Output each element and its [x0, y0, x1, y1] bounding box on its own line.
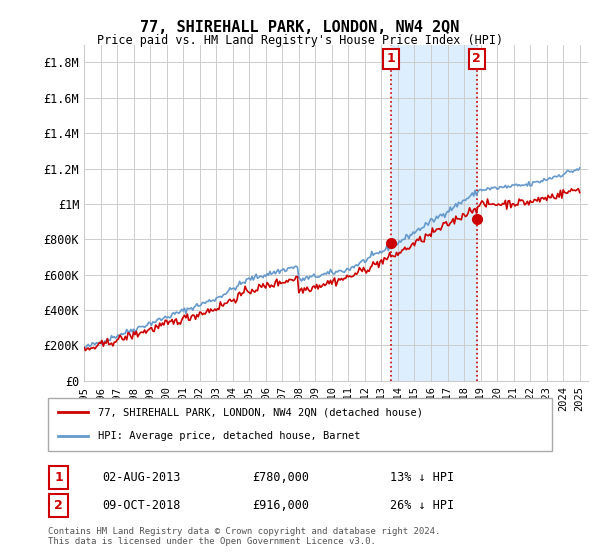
Text: 1: 1 — [386, 53, 395, 66]
Text: 2: 2 — [54, 498, 63, 512]
Text: Price paid vs. HM Land Registry's House Price Index (HPI): Price paid vs. HM Land Registry's House … — [97, 34, 503, 46]
Text: 02-AUG-2013: 02-AUG-2013 — [102, 470, 181, 484]
Text: £916,000: £916,000 — [252, 498, 309, 512]
Text: 1: 1 — [54, 470, 63, 484]
Text: 77, SHIREHALL PARK, LONDON, NW4 2QN: 77, SHIREHALL PARK, LONDON, NW4 2QN — [140, 20, 460, 35]
Text: 77, SHIREHALL PARK, LONDON, NW4 2QN (detached house): 77, SHIREHALL PARK, LONDON, NW4 2QN (det… — [98, 408, 424, 418]
Text: 09-OCT-2018: 09-OCT-2018 — [102, 498, 181, 512]
Text: £780,000: £780,000 — [252, 470, 309, 484]
Text: 2: 2 — [472, 53, 481, 66]
Text: HPI: Average price, detached house, Barnet: HPI: Average price, detached house, Barn… — [98, 431, 361, 441]
Text: 13% ↓ HPI: 13% ↓ HPI — [390, 470, 454, 484]
FancyBboxPatch shape — [48, 398, 552, 451]
Text: Contains HM Land Registry data © Crown copyright and database right 2024.
This d: Contains HM Land Registry data © Crown c… — [48, 526, 440, 546]
Text: 26% ↓ HPI: 26% ↓ HPI — [390, 498, 454, 512]
Bar — [391, 45, 477, 381]
